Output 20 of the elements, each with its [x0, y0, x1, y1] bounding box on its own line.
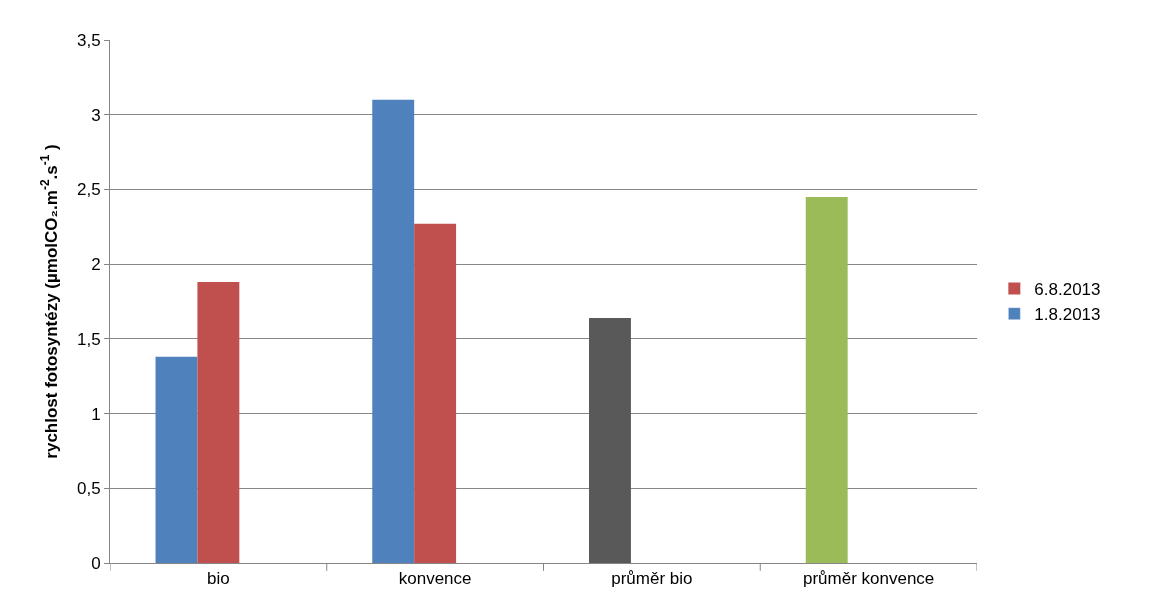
bar: [805, 196, 848, 563]
bar: [414, 223, 457, 563]
legend-label: 1.8.2013: [1034, 305, 1101, 325]
x-tick-label: bio: [207, 569, 230, 589]
y-tick-label: 0,5: [76, 479, 101, 499]
x-tick-label: průměr bio: [611, 569, 693, 589]
x-tick-label: konvence: [398, 569, 472, 589]
y-tick-label: 0: [91, 553, 101, 573]
y-tick-label: 3,5: [76, 30, 101, 50]
y-tick-label: 1,5: [76, 329, 101, 349]
bar: [589, 317, 631, 563]
y-tick-label: 3: [91, 105, 101, 125]
bar: [155, 356, 198, 563]
bar: [372, 99, 415, 563]
x-tick-label: průměr konvence: [802, 569, 935, 589]
y-tick-label: 1: [91, 404, 101, 424]
bar: [197, 282, 240, 563]
y-tick-label: 2,5: [76, 180, 101, 200]
legend-label: 6.8.2013: [1034, 280, 1101, 300]
y-tick-label: 2: [91, 255, 101, 275]
